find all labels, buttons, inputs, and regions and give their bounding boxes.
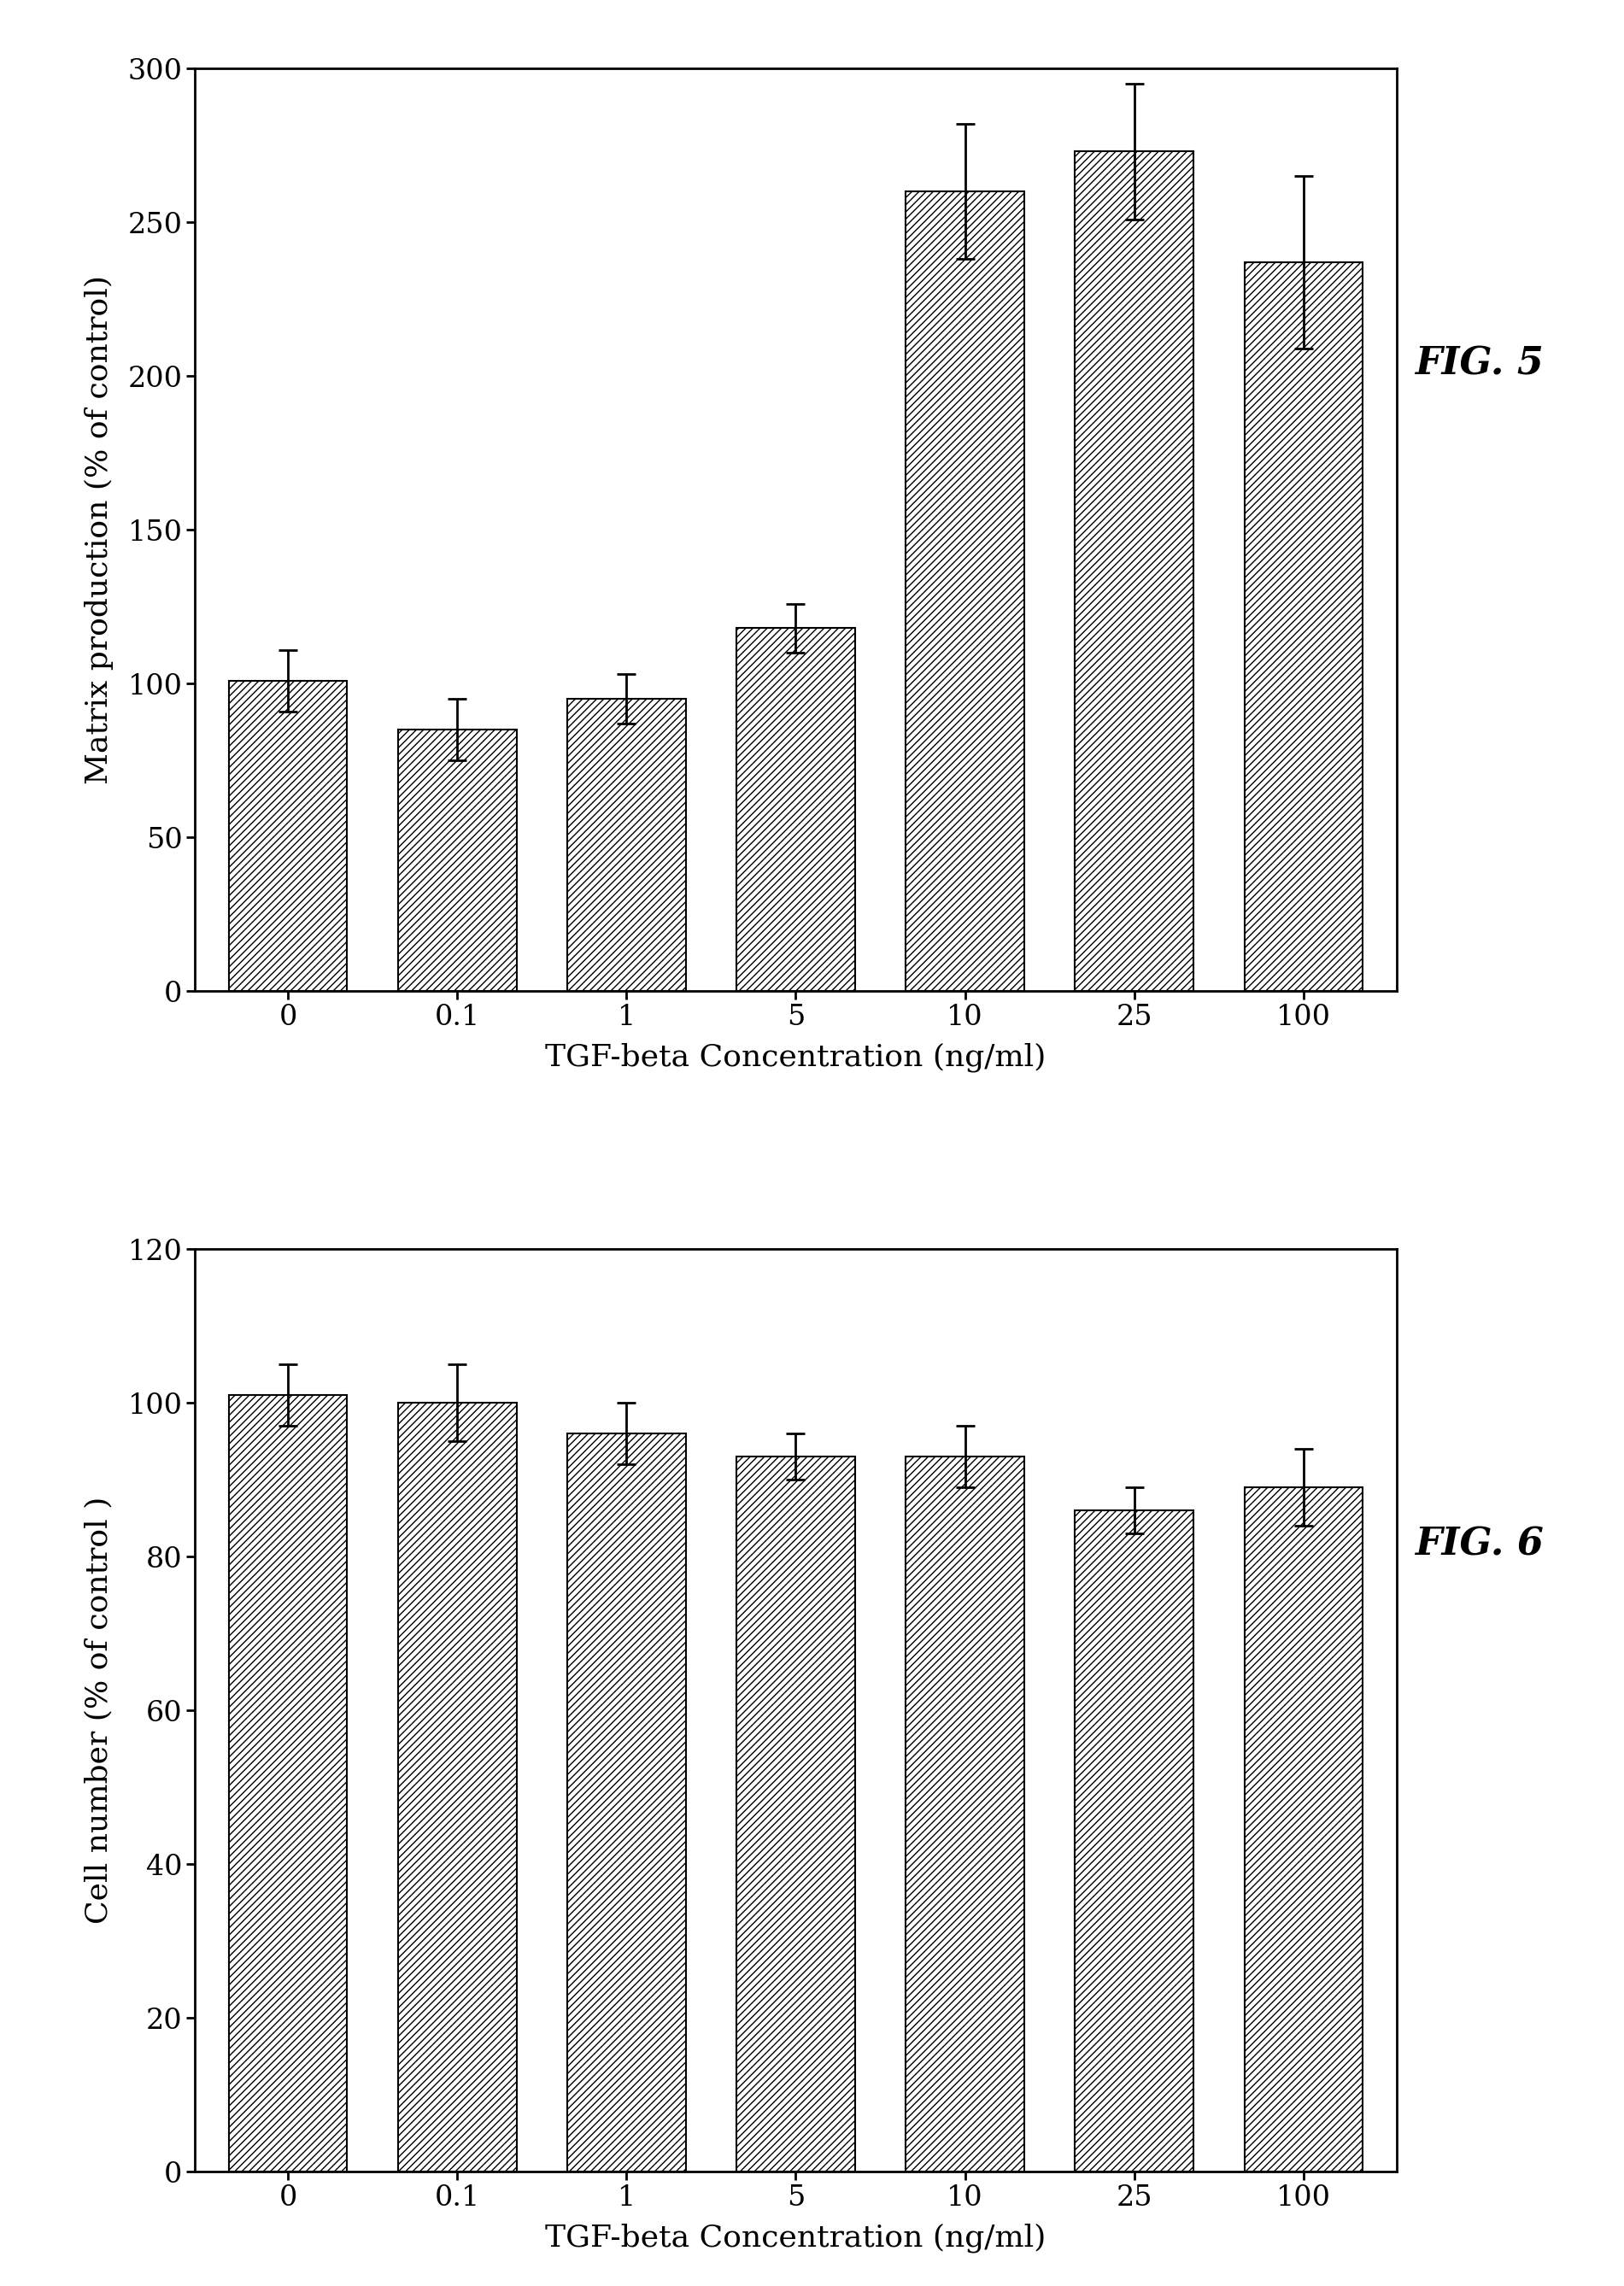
Bar: [229, 681, 348, 992]
Bar: [229, 1394, 348, 2172]
Bar: [1075, 1511, 1194, 2172]
Bar: [1244, 263, 1363, 992]
X-axis label: TGF-beta Concentration (ng/ml): TGF-beta Concentration (ng/ml): [546, 2224, 1046, 2254]
Bar: [398, 1404, 516, 2172]
Bar: [737, 629, 854, 992]
Bar: [567, 1433, 685, 2172]
Text: FIG. 6: FIG. 6: [1415, 1527, 1543, 1564]
Bar: [1075, 151, 1194, 992]
Bar: [567, 700, 685, 992]
Text: FIG. 5: FIG. 5: [1415, 345, 1543, 382]
Bar: [737, 1456, 854, 2172]
Bar: [1244, 1488, 1363, 2172]
Bar: [398, 729, 516, 992]
Y-axis label: Matrix production (% of control): Matrix production (% of control): [84, 274, 114, 784]
Bar: [906, 192, 1025, 992]
Bar: [906, 1456, 1025, 2172]
Y-axis label: Cell number (% of control ): Cell number (% of control ): [84, 1497, 114, 1925]
X-axis label: TGF-beta Concentration (ng/ml): TGF-beta Concentration (ng/ml): [546, 1042, 1046, 1072]
